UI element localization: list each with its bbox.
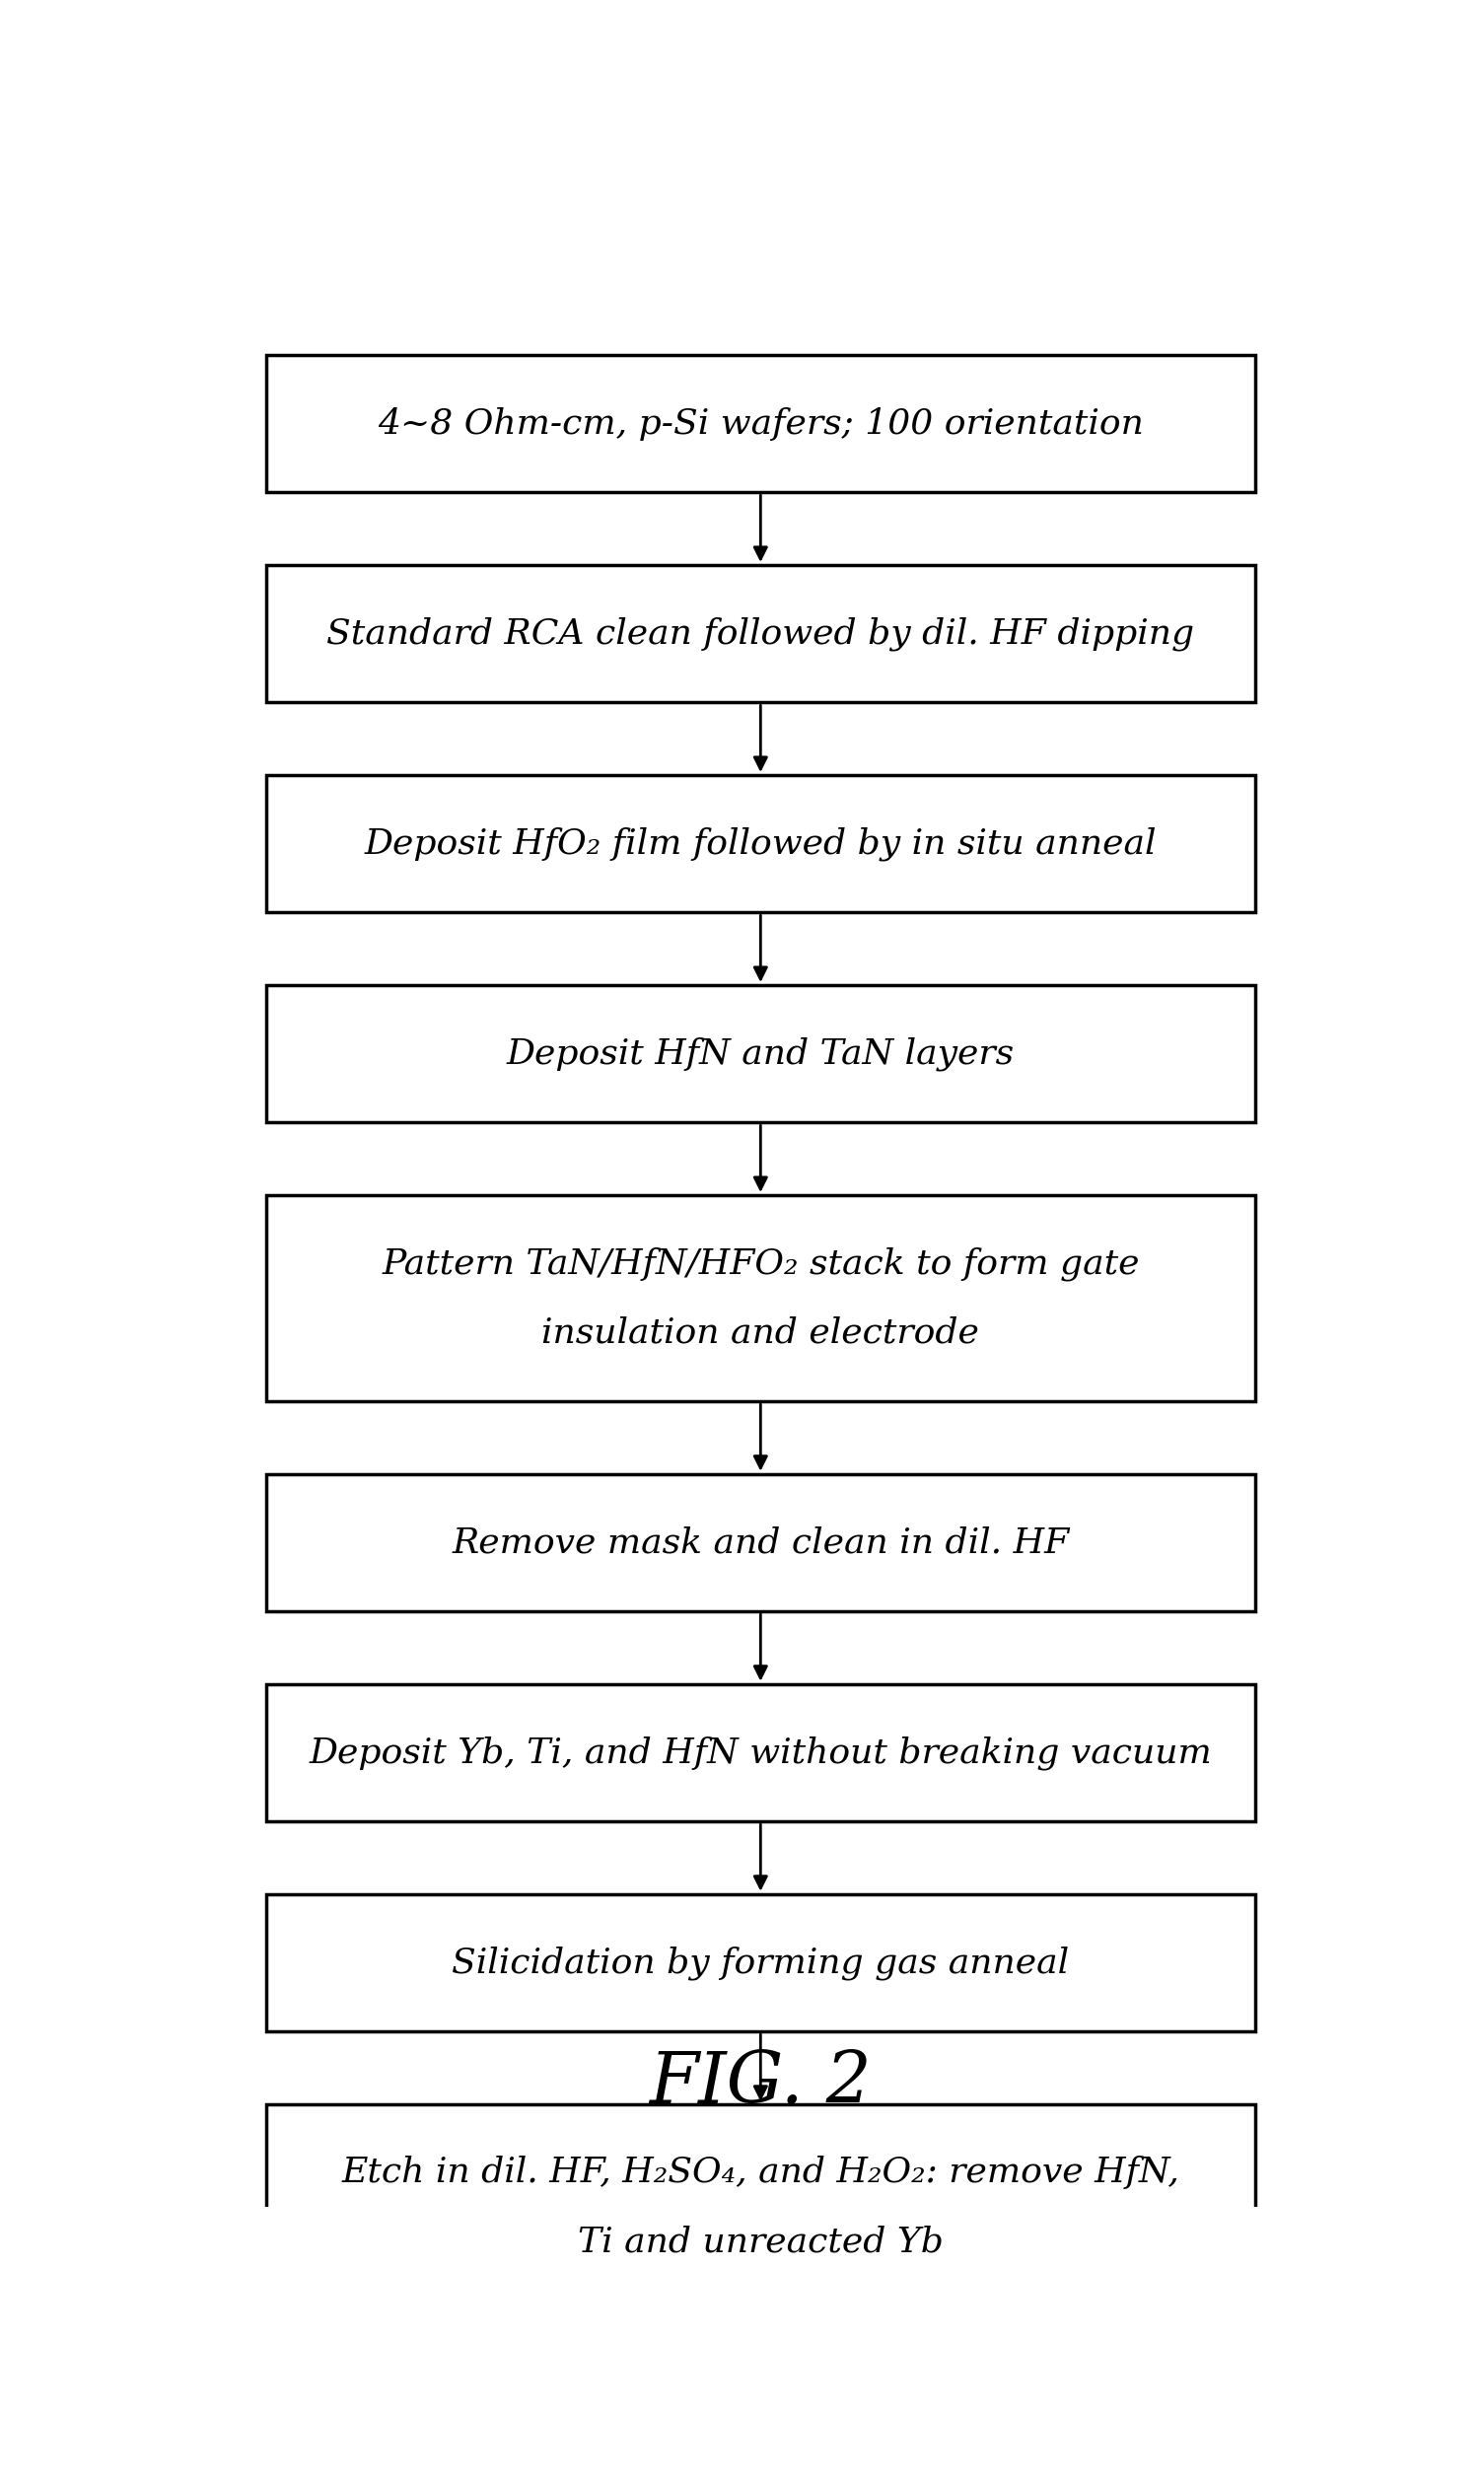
- Text: 4~8 Ohm-cm, p-Si wafers; 100 orientation: 4~8 Ohm-cm, p-Si wafers; 100 orientation: [377, 407, 1144, 441]
- Text: Silicidation by forming gas anneal: Silicidation by forming gas anneal: [451, 1947, 1070, 1979]
- Bar: [266, 985, 1255, 1123]
- Text: Standard RCA clean followed by dil. HF dipping: Standard RCA clean followed by dil. HF d…: [326, 618, 1195, 650]
- Text: Ti and unreacted Yb: Ti and unreacted Yb: [577, 2225, 944, 2259]
- Bar: [266, 565, 1255, 702]
- Text: insulation and electrode: insulation and electrode: [542, 1317, 979, 1349]
- Bar: [266, 2103, 1255, 2311]
- Text: Etch in dil. HF, H₂SO₄, and H₂O₂: remove HfN,: Etch in dil. HF, H₂SO₄, and H₂O₂: remove…: [341, 2155, 1180, 2190]
- Text: Deposit HfO₂ film followed by in situ anneal: Deposit HfO₂ film followed by in situ an…: [365, 826, 1156, 861]
- Bar: [266, 1195, 1255, 1401]
- Text: Remove mask and clean in dil. HF: Remove mask and clean in dil. HF: [451, 1525, 1070, 1560]
- Text: FIG. 2: FIG. 2: [650, 2048, 873, 2118]
- Text: Deposit HfN and TaN layers: Deposit HfN and TaN layers: [506, 1037, 1015, 1071]
- Bar: [266, 1895, 1255, 2031]
- Bar: [266, 774, 1255, 913]
- Text: Pattern TaN/HfN/HFO₂ stack to form gate: Pattern TaN/HfN/HFO₂ stack to form gate: [381, 1247, 1140, 1280]
- Bar: [266, 1684, 1255, 1820]
- Bar: [266, 355, 1255, 494]
- Text: Deposit Yb, Ti, and HfN without breaking vacuum: Deposit Yb, Ti, and HfN without breaking…: [309, 1736, 1212, 1771]
- Bar: [266, 1473, 1255, 1612]
